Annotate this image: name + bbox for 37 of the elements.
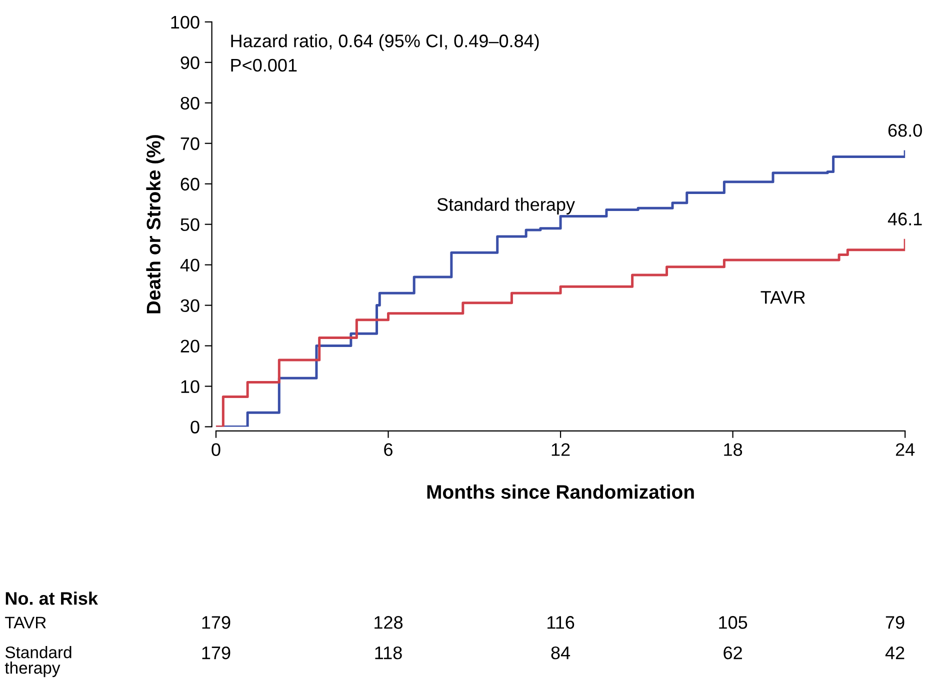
y-tick-label: 70 [180,137,200,150]
annotation: 68.0 [888,124,922,137]
text: 42 [885,646,904,660]
text: Standard therapy [4,646,72,678]
y-axis-title: Death or Stroke (%) [146,135,164,314]
x-axis-title: Months since Randomization [427,484,694,499]
text: No. at Risk [6,592,98,605]
y-tick-label: 80 [180,96,200,110]
text: 84 [551,646,570,660]
y-tick-label: 40 [180,258,200,272]
text: 62 [724,646,742,660]
x-tick-label: 18 [724,443,742,456]
y-tick-label: 50 [180,218,200,232]
y-tick-label: 10 [181,380,200,393]
text: TAVR [5,616,46,628]
text: 179 [202,616,230,629]
x-tick-label: 12 [552,443,570,456]
annotation: P<0.001 [231,58,297,72]
annotation: 46.1 [888,212,922,226]
y-tick-label: 30 [180,299,200,312]
x-tick-label: 0 [212,443,220,456]
text: 79 [886,616,904,629]
y-tick-label: 90 [180,56,200,70]
text: 179 [202,646,230,660]
y-tick-label: 0 [190,420,200,434]
text: 116 [548,616,574,629]
series-label: TAVR [760,291,806,304]
x-tick-label: 24 [896,443,915,456]
text: 128 [374,616,403,629]
annotation: Hazard ratio, 0.64 (95% CI, 0.49–0.84) [231,34,539,51]
y-tick-label: 20 [180,340,200,353]
x-tick-label: 6 [384,443,392,456]
series-label: Standard therapy [437,198,575,214]
text: 118 [375,646,402,660]
y-tick-label: 60 [180,178,200,191]
text: 105 [719,616,748,629]
y-tick-label: 100 [171,16,200,29]
